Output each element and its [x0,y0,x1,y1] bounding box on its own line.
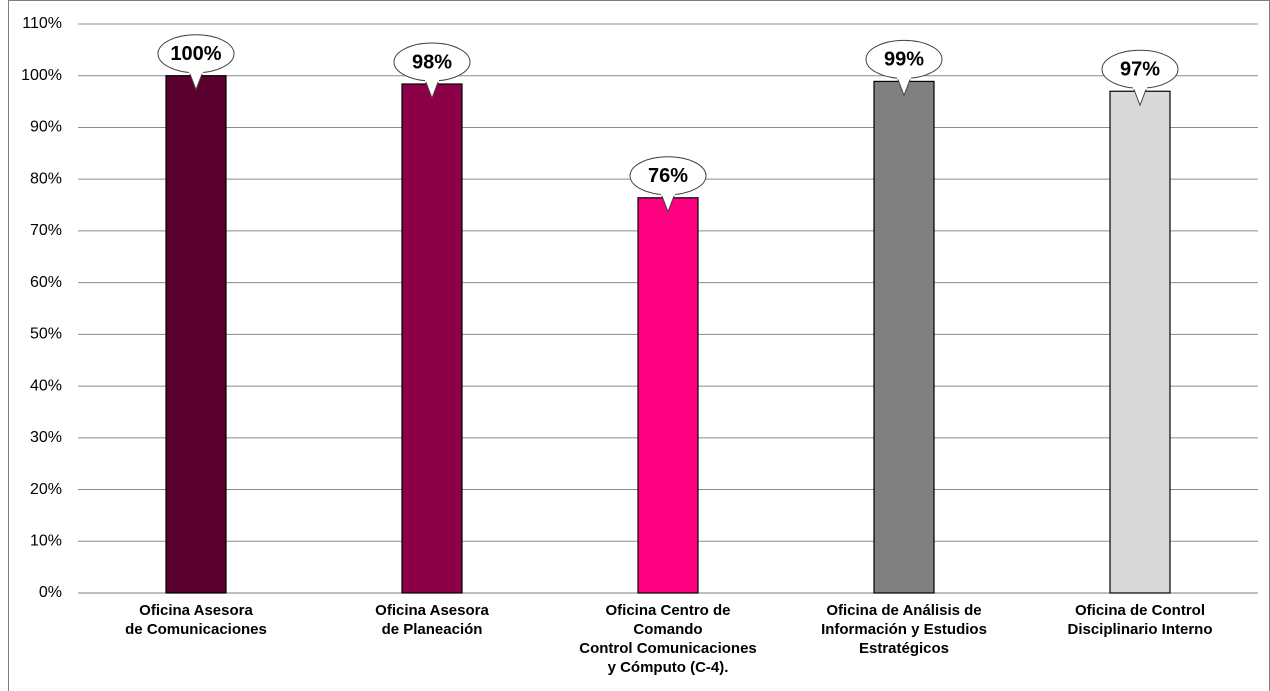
label-bubble [1131,84,1149,107]
y-tick-label: 50% [30,326,62,343]
y-tick-label: 100% [21,67,62,84]
bar [401,83,463,594]
bar [165,75,227,594]
value-label: 97% [1120,59,1160,81]
x-tick-label: Estratégicos [859,640,949,657]
bar [873,80,935,594]
label-bubble [423,76,441,100]
x-tick-label: Control Comunicaciones [579,640,757,657]
y-tick-label: 110% [22,15,62,32]
x-tick-label: Comando [633,621,702,638]
value-label: 100% [170,43,221,65]
y-tick-label: 10% [30,532,62,549]
value-label: 76% [648,165,688,187]
x-tick-label: Oficina de Control [1075,602,1205,619]
y-tick-label: 70% [30,222,62,239]
x-tick-label: de Comunicaciones [125,621,267,638]
y-tick-label: 30% [30,429,62,446]
label-bubble-joint [189,65,203,74]
bar [1109,90,1171,594]
label-bubble-joint [897,71,911,80]
label-bubble [659,190,677,214]
x-tick-label: Oficina Asesora [375,602,489,619]
y-tick-label: 20% [30,481,62,498]
y-tick-label: 90% [30,119,62,136]
value-label: 98% [412,51,452,73]
label-bubble-joint [425,74,439,83]
label-bubble-joint [661,187,675,196]
label-bubble-joint [1133,81,1147,90]
y-tick-label: 0% [39,584,62,601]
value-label: 99% [884,49,924,71]
x-tick-label: de Planeación [382,621,483,638]
label-bubble [895,74,913,97]
x-tick-label: Oficina Centro de [605,602,730,619]
x-tick-label: Oficina de Análisis de [826,602,981,619]
y-tick-label: 60% [30,274,62,291]
x-tick-label: Disciplinario Interno [1067,621,1212,638]
x-tick-label: y Cómputo (C-4). [608,659,729,676]
bar [637,197,699,594]
y-tick-label: 80% [30,170,62,187]
x-tick-label: Información y Estudios [821,621,987,638]
y-tick-label: 40% [30,377,62,394]
label-bubble [187,68,205,92]
x-tick-label: Oficina Asesora [139,602,253,619]
